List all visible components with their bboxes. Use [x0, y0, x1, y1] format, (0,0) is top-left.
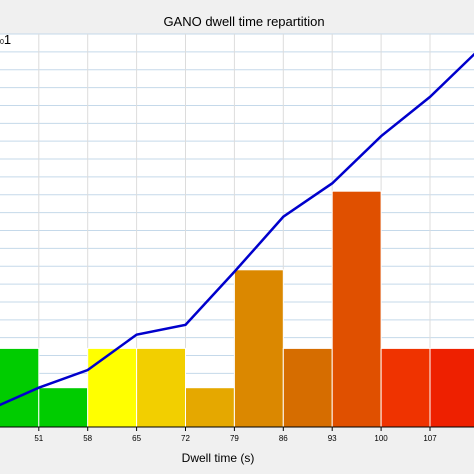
bar: [331, 190, 382, 428]
x-tick-label: 58: [83, 434, 92, 443]
bar: [233, 269, 284, 428]
x-tick-label: 51: [34, 434, 43, 443]
x-ticks: 51 58 65 72 79 86 93 100 107: [34, 427, 437, 443]
corner-label: 01: [0, 32, 11, 47]
bar: [185, 387, 235, 428]
corner-label-main: 1: [4, 32, 11, 47]
bar: [380, 347, 431, 428]
corner-label-sub: 0: [0, 39, 4, 46]
bar: [136, 347, 187, 428]
bar: [0, 347, 40, 428]
x-tick-label: 65: [132, 434, 141, 443]
bar: [38, 387, 89, 428]
cumulative-line: [0, 52, 474, 407]
x-axis-label: Dwell time (s): [182, 451, 255, 465]
x-tick-label: 86: [279, 434, 288, 443]
bar: [429, 347, 474, 428]
x-tick-label: 93: [328, 434, 337, 443]
x-tick-label: 100: [374, 434, 388, 443]
bar: [282, 347, 333, 428]
x-tick-label: 79: [230, 434, 239, 443]
x-tick-label: 72: [181, 434, 190, 443]
x-tick-label: 107: [423, 434, 437, 443]
bar: [87, 347, 138, 428]
chart-title: GANO dwell time repartition: [163, 14, 324, 29]
